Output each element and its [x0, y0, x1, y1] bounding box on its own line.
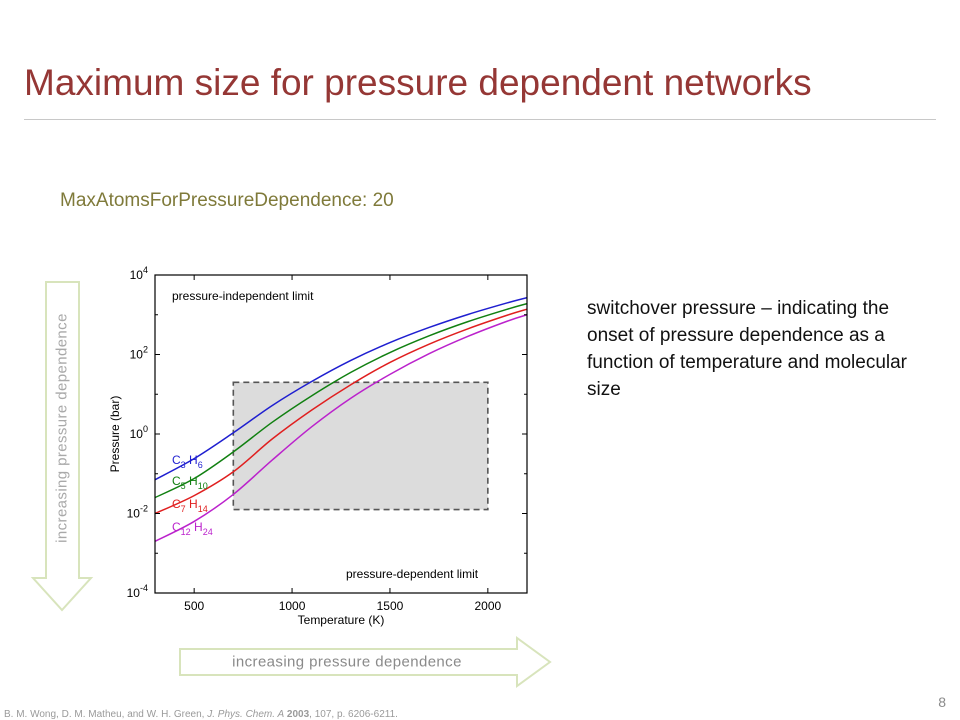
title-divider: [24, 119, 936, 120]
x-tick-label-500: 500: [184, 599, 204, 613]
slide-title: Maximum size for pressure dependent netw…: [24, 62, 812, 103]
x-tick-label-1000: 1000: [279, 599, 306, 613]
series-label-c12h24: C12 H24: [172, 520, 213, 537]
annotation-pressure-independent: pressure-independent limit: [172, 289, 314, 303]
pressure-dependence-region: [232, 381, 489, 511]
y-tick-label-0: 100: [130, 424, 148, 441]
annotation-pressure-dependent: pressure-dependent limit: [346, 567, 479, 581]
series-line-c3h6: [154, 296, 528, 481]
x-axis-label: Temperature (K): [298, 613, 385, 627]
vertical-arrow: [30, 281, 94, 612]
y-tick-label--2: 10-2: [127, 504, 148, 521]
series-line-c12h24: [154, 314, 528, 542]
y-tick-label--4: 10-4: [127, 583, 148, 600]
x-tick-label-1500: 1500: [377, 599, 404, 613]
y-tick-label-4: 104: [130, 265, 148, 282]
series-line-c5h10: [154, 302, 528, 499]
series-label-c3h6: C3 H6: [172, 453, 203, 470]
series-label-c7h14: C7 H14: [172, 497, 208, 514]
horizontal-arrow-label: increasing pressure dependence: [232, 653, 462, 671]
y-tick-label-2: 102: [130, 345, 148, 362]
max-atoms-setting: MaxAtomsForPressureDependence: 20: [60, 190, 394, 211]
page-number: 8: [938, 694, 946, 710]
reference-year: 2003: [286, 709, 310, 720]
series-label-c5h10: C5 H10: [172, 474, 208, 491]
description-text: switchover pressure – indicating the ons…: [587, 298, 908, 400]
horizontal-arrow: [179, 636, 552, 688]
reference-details: , 107, p. 6206-6211.: [309, 709, 398, 720]
reference-journal: J. Phys. Chem. A: [207, 709, 285, 720]
reference-authors: B. M. Wong, D. M. Matheu, and W. H. Gree…: [4, 709, 208, 720]
series-line-c7h14: [154, 308, 528, 515]
y-axis-label: Pressure (bar): [108, 396, 122, 473]
x-tick-label-2000: 2000: [474, 599, 501, 613]
reference-citation: B. M. Wong, D. M. Matheu, and W. H. Gree…: [4, 709, 398, 720]
